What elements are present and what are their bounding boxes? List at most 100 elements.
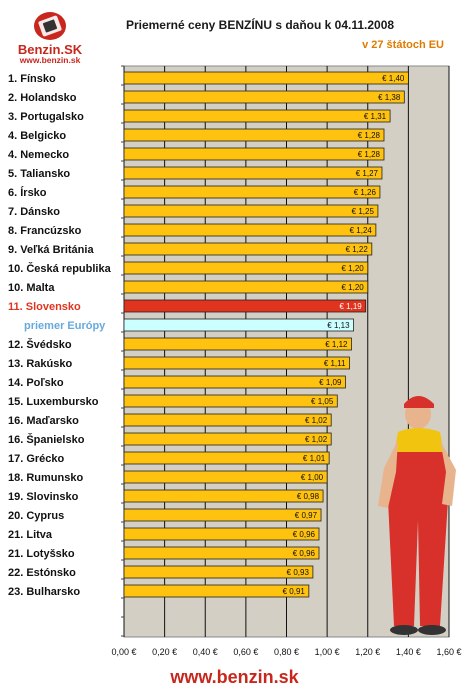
category-label: 5. Taliansko <box>8 168 70 180</box>
bar-value-label: € 1,28 <box>358 131 381 140</box>
bar-value-label: € 1,12 <box>325 340 348 349</box>
bar <box>123 470 328 484</box>
bar <box>123 318 354 332</box>
bar <box>123 508 322 522</box>
x-tick-label: 0,20 € <box>152 647 177 657</box>
bar <box>123 166 383 180</box>
bar-value-label: € 1,19 <box>339 302 362 311</box>
bar <box>123 299 367 313</box>
category-label: 16. Maďarsko <box>8 415 79 427</box>
category-label: 19. Slovinsko <box>8 491 79 503</box>
bar <box>123 432 332 446</box>
bar <box>123 356 350 370</box>
x-tick-label: 0,00 € <box>111 647 136 657</box>
x-tick-label: 0,60 € <box>233 647 258 657</box>
bar <box>123 109 391 123</box>
bar <box>123 261 369 275</box>
category-label: 23. Bulharsko <box>8 586 80 598</box>
bar <box>123 337 352 351</box>
bar <box>123 451 330 465</box>
bar-value-label: € 1,22 <box>346 245 369 254</box>
bar-value-label: € 0,96 <box>293 549 316 558</box>
bar-value-label: € 0,98 <box>297 492 320 501</box>
bar-value-label: € 0,96 <box>293 530 316 539</box>
category-label: 10. Malta <box>8 282 55 294</box>
mascot-arm-left <box>378 440 398 508</box>
bar-value-label: € 0,93 <box>287 568 310 577</box>
category-label: 8. Francúzsko <box>8 225 82 237</box>
category-label: 22. Estónsko <box>8 567 76 579</box>
bar <box>123 375 346 389</box>
bar <box>123 546 320 560</box>
bar-value-label: € 1,01 <box>303 454 326 463</box>
bar <box>123 489 324 503</box>
benzin-logo <box>34 12 66 40</box>
logo-url: www.benzin.sk <box>19 55 81 65</box>
x-tick-label: 1,00 € <box>315 647 340 657</box>
category-label: 6. Írsko <box>8 186 47 199</box>
bar <box>123 204 379 218</box>
category-label: 12. Švédsko <box>8 338 72 351</box>
category-label: 17. Grécko <box>8 453 65 465</box>
category-label: 2. Holandsko <box>8 92 77 104</box>
category-label: 10. Česká republika <box>8 262 112 275</box>
grid-lines <box>121 65 450 637</box>
mascot-overalls <box>388 452 448 626</box>
mascot-shoe-left <box>390 625 418 635</box>
bar <box>123 71 409 85</box>
bar-value-label: € 1,28 <box>358 150 381 159</box>
bar-value-label: € 0,91 <box>283 587 306 596</box>
category-label: 16. Španielsko <box>8 433 85 446</box>
bar <box>123 128 385 142</box>
x-tick-label: 0,80 € <box>274 647 299 657</box>
category-label: priemer Európy <box>24 320 106 332</box>
bar-value-label: € 1,24 <box>350 226 373 235</box>
bar <box>123 394 338 408</box>
x-tick-label: 1,40 € <box>396 647 421 657</box>
bar-value-label: € 1,26 <box>354 188 377 197</box>
bar-value-label: € 0,97 <box>295 511 318 520</box>
bar <box>123 147 385 161</box>
bar-value-label: € 1,11 <box>324 359 346 368</box>
bar <box>123 90 405 104</box>
category-label: 21. Lotyšsko <box>8 548 75 560</box>
bar <box>123 185 381 199</box>
bar-value-label: € 1,02 <box>305 416 328 425</box>
bar-chart: € 1,40 € 1,38 € 1,31 € 1,28 € 1,28 € 1,27 € 1,… <box>8 65 462 657</box>
category-label: 4. Nemecko <box>8 149 69 161</box>
bar-value-label: € 1,20 <box>342 283 365 292</box>
category-label: 18. Rumunsko <box>8 472 83 484</box>
category-label: 15. Luxembursko <box>8 396 99 408</box>
bar-value-label: € 1,05 <box>311 397 334 406</box>
category-label: 9. Veľká Británia <box>8 244 94 256</box>
category-label: 7. Dánsko <box>8 206 60 218</box>
bar <box>123 527 320 541</box>
x-axis: 0,00 € 0,20 € 0,40 € 0,60 € 0,80 € 1,00 € 1,20… <box>111 647 461 657</box>
bar <box>123 242 373 256</box>
category-label: 11. Slovensko <box>8 301 81 313</box>
mascot-illustration <box>378 396 456 635</box>
x-tick-label: 0,40 € <box>193 647 218 657</box>
category-labels: 1. Fínsko 2. Holandsko 3. Portugalsko 4. Be… <box>8 73 112 598</box>
category-label: 13. Rakúsko <box>8 358 72 370</box>
bar <box>123 584 310 598</box>
logo-brand: Benzin.SK <box>17 42 83 57</box>
bar <box>123 280 369 294</box>
bar <box>123 223 377 237</box>
mascot-arm-right <box>440 440 456 506</box>
bar-value-label: € 1,20 <box>342 264 365 273</box>
bar-value-label: € 1,09 <box>319 378 342 387</box>
bar-value-label: € 1,13 <box>327 321 350 330</box>
mascot-cap <box>404 396 434 408</box>
category-label: 21. Litva <box>8 529 53 541</box>
bar <box>123 565 314 579</box>
category-label: 3. Portugalsko <box>8 111 84 123</box>
bar-value-label: € 1,25 <box>352 207 375 216</box>
bar-value-label: € 1,00 <box>301 473 324 482</box>
bar-value-label: € 1,40 <box>382 74 405 83</box>
bar <box>123 413 332 427</box>
bar-value-label: € 1,38 <box>378 93 401 102</box>
chart-subtitle: v 27 štátoch EU <box>362 39 444 51</box>
category-label: 20. Cyprus <box>8 510 64 522</box>
